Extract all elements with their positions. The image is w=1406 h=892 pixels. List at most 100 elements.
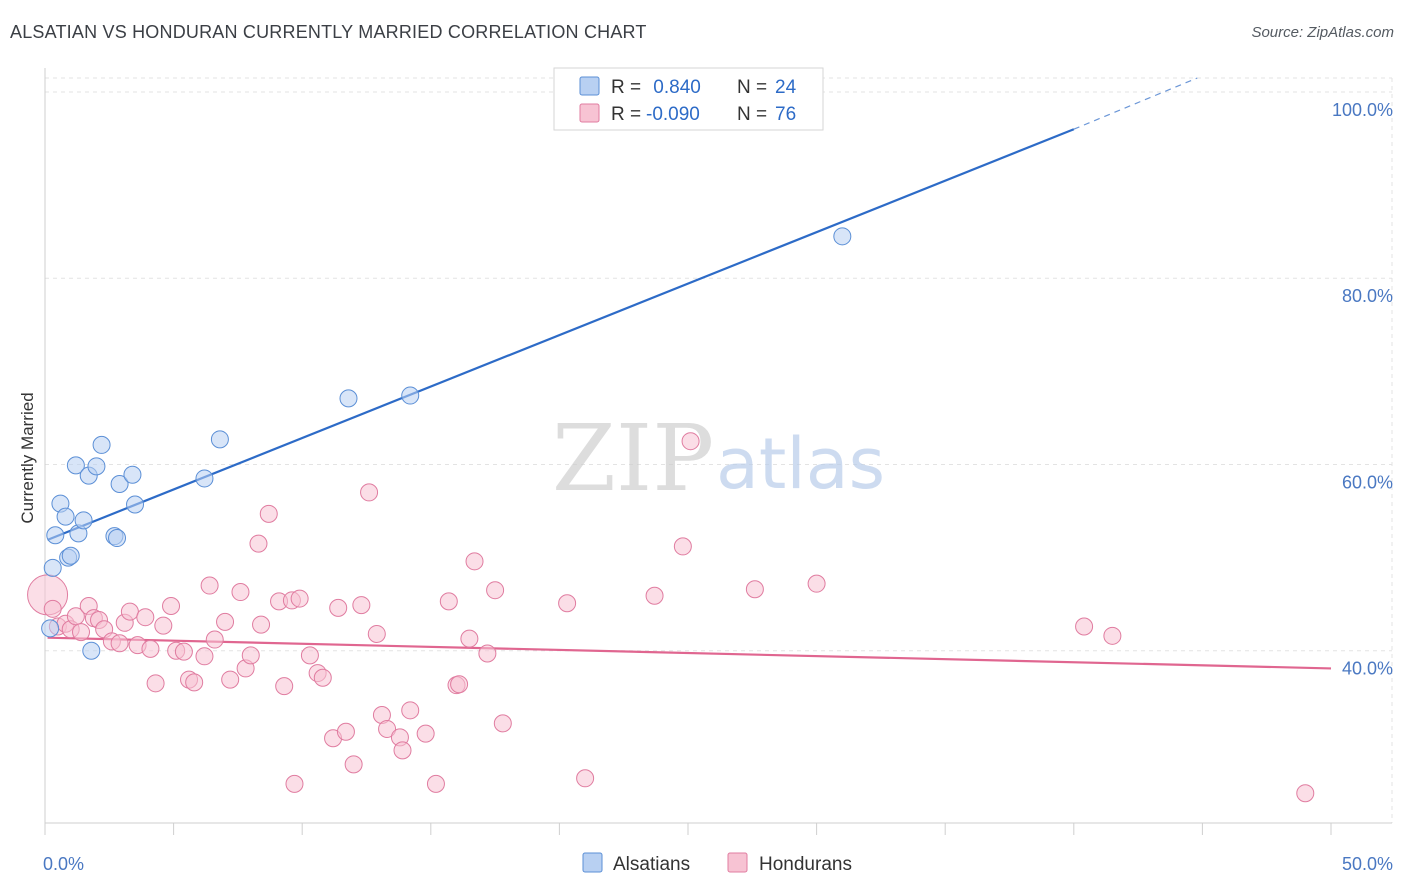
honduran-point-35 bbox=[259, 504, 278, 523]
y-tick-label-80: 80.0% bbox=[1342, 286, 1393, 306]
alsatian-point-16 bbox=[110, 475, 129, 494]
honduran-point-75 bbox=[1296, 784, 1315, 803]
alsatian-point-12 bbox=[87, 457, 106, 476]
honduran-point-63 bbox=[478, 644, 497, 663]
honduran-point-46 bbox=[336, 722, 355, 741]
honduran-point-73 bbox=[1075, 617, 1094, 636]
alsatian-point-17 bbox=[123, 465, 142, 484]
legend-n-value-hondurans: 76 bbox=[775, 104, 796, 125]
alsatian-point-2 bbox=[46, 526, 65, 545]
x-tick-label-start: 0.0% bbox=[43, 854, 84, 874]
trend-lines bbox=[47, 77, 1332, 670]
honduran-point-24 bbox=[185, 673, 204, 692]
honduran-point-22 bbox=[174, 642, 193, 661]
legend: R = 0.840 N = 24 R = -0.090 N = 76 bbox=[553, 67, 824, 131]
alsatian-point-4 bbox=[56, 507, 75, 526]
honduran-point-25 bbox=[195, 647, 214, 666]
honduran-point-16 bbox=[136, 608, 155, 627]
legend-swatch-hondurans bbox=[579, 103, 600, 123]
honduran-point-61 bbox=[460, 629, 479, 648]
honduran-point-50 bbox=[367, 624, 386, 643]
legend-r-value-alsatians: 0.840 bbox=[648, 77, 701, 98]
alsatian-point-19 bbox=[195, 469, 214, 488]
bottom-legend: Alsatians Hondurans bbox=[582, 852, 852, 875]
y-tick-label-60: 60.0% bbox=[1342, 472, 1393, 492]
honduran-point-26 bbox=[200, 576, 219, 595]
honduran-point-48 bbox=[352, 596, 371, 615]
honduran-point-6 bbox=[72, 623, 91, 642]
source-label: Source: ZipAtlas.com bbox=[1251, 24, 1394, 41]
watermark: ZIP atlas bbox=[552, 405, 885, 512]
alsatian-point-15 bbox=[108, 529, 127, 548]
legend-swatch-alsatians bbox=[579, 76, 600, 96]
watermark-atlas: atlas bbox=[716, 423, 885, 505]
honduran-point-55 bbox=[401, 701, 420, 720]
honduran-point-60 bbox=[450, 675, 469, 694]
alsatian-point-0 bbox=[41, 619, 60, 638]
honduran-point-65 bbox=[493, 714, 512, 733]
honduran-point-41 bbox=[300, 646, 319, 665]
alsatians-trend-line bbox=[47, 128, 1075, 541]
honduran-point-20 bbox=[162, 597, 181, 616]
honduran-point-72 bbox=[807, 574, 826, 593]
honduran-point-29 bbox=[221, 670, 240, 689]
honduran-point-28 bbox=[216, 612, 235, 631]
alsatians-trend-extension bbox=[1073, 77, 1198, 130]
honduran-point-37 bbox=[275, 677, 294, 696]
bottom-legend-label-hondurans: Hondurans bbox=[759, 854, 852, 875]
honduran-point-1 bbox=[43, 599, 62, 618]
honduran-point-18 bbox=[146, 674, 165, 693]
honduran-point-58 bbox=[439, 592, 458, 611]
honduran-point-19 bbox=[154, 616, 173, 635]
honduran-point-66 bbox=[558, 594, 577, 613]
data-points bbox=[27, 227, 1315, 803]
legend-n-value-alsatians: 24 bbox=[775, 77, 797, 98]
y-axis-label: Currently Married bbox=[18, 392, 37, 523]
y-tick-label-100: 100.0% bbox=[1332, 100, 1393, 120]
honduran-point-27 bbox=[205, 630, 224, 649]
hondurans-trend-line bbox=[47, 636, 1332, 670]
alsatian-point-1 bbox=[43, 558, 62, 577]
x-tick-labels: 0.0% 50.0% bbox=[43, 854, 1393, 874]
alsatian-point-18 bbox=[126, 495, 145, 514]
y-tick-label-40: 40.0% bbox=[1342, 659, 1393, 679]
alsatian-point-21 bbox=[339, 389, 358, 408]
bottom-legend-swatch-alsatians bbox=[582, 852, 603, 873]
honduran-point-70 bbox=[681, 432, 700, 451]
honduran-point-43 bbox=[313, 668, 332, 687]
honduran-point-67 bbox=[576, 769, 595, 788]
axes bbox=[44, 68, 1392, 835]
alsatian-point-7 bbox=[66, 456, 85, 475]
alsatian-point-13 bbox=[92, 435, 111, 454]
honduran-point-69 bbox=[673, 537, 692, 556]
alsatian-point-20 bbox=[210, 430, 229, 449]
bottom-legend-swatch-hondurans bbox=[727, 852, 748, 873]
watermark-zip: ZIP bbox=[552, 405, 714, 512]
honduran-point-40 bbox=[290, 589, 309, 608]
honduran-point-14 bbox=[120, 602, 139, 621]
honduran-point-68 bbox=[645, 586, 664, 605]
honduran-point-74 bbox=[1103, 626, 1122, 645]
honduran-point-54 bbox=[393, 741, 412, 760]
y-tick-labels: 40.0% 60.0% 80.0% 100.0% bbox=[1332, 100, 1393, 679]
legend-r-label-alsatians: R = bbox=[611, 77, 641, 98]
alsatian-point-11 bbox=[82, 641, 101, 660]
honduran-point-39 bbox=[285, 774, 304, 793]
honduran-point-49 bbox=[360, 483, 379, 502]
legend-r-value-hondurans: -0.090 bbox=[646, 104, 700, 125]
legend-n-label-alsatians: N = bbox=[737, 77, 767, 98]
chart-title: ALSATIAN VS HONDURAN CURRENTLY MARRIED C… bbox=[10, 22, 647, 42]
bottom-legend-label-alsatians: Alsatians bbox=[613, 854, 690, 875]
honduran-point-62 bbox=[465, 552, 484, 571]
honduran-point-56 bbox=[416, 724, 435, 743]
honduran-point-71 bbox=[745, 580, 764, 599]
honduran-point-12 bbox=[110, 634, 129, 653]
legend-n-label-hondurans: N = bbox=[737, 104, 767, 125]
legend-r-label-hondurans: R = bbox=[611, 104, 641, 125]
honduran-point-30 bbox=[231, 583, 250, 602]
honduran-point-64 bbox=[486, 581, 505, 600]
honduran-point-34 bbox=[252, 615, 271, 634]
honduran-point-32 bbox=[241, 646, 260, 665]
x-tick-label-end: 50.0% bbox=[1342, 854, 1393, 874]
